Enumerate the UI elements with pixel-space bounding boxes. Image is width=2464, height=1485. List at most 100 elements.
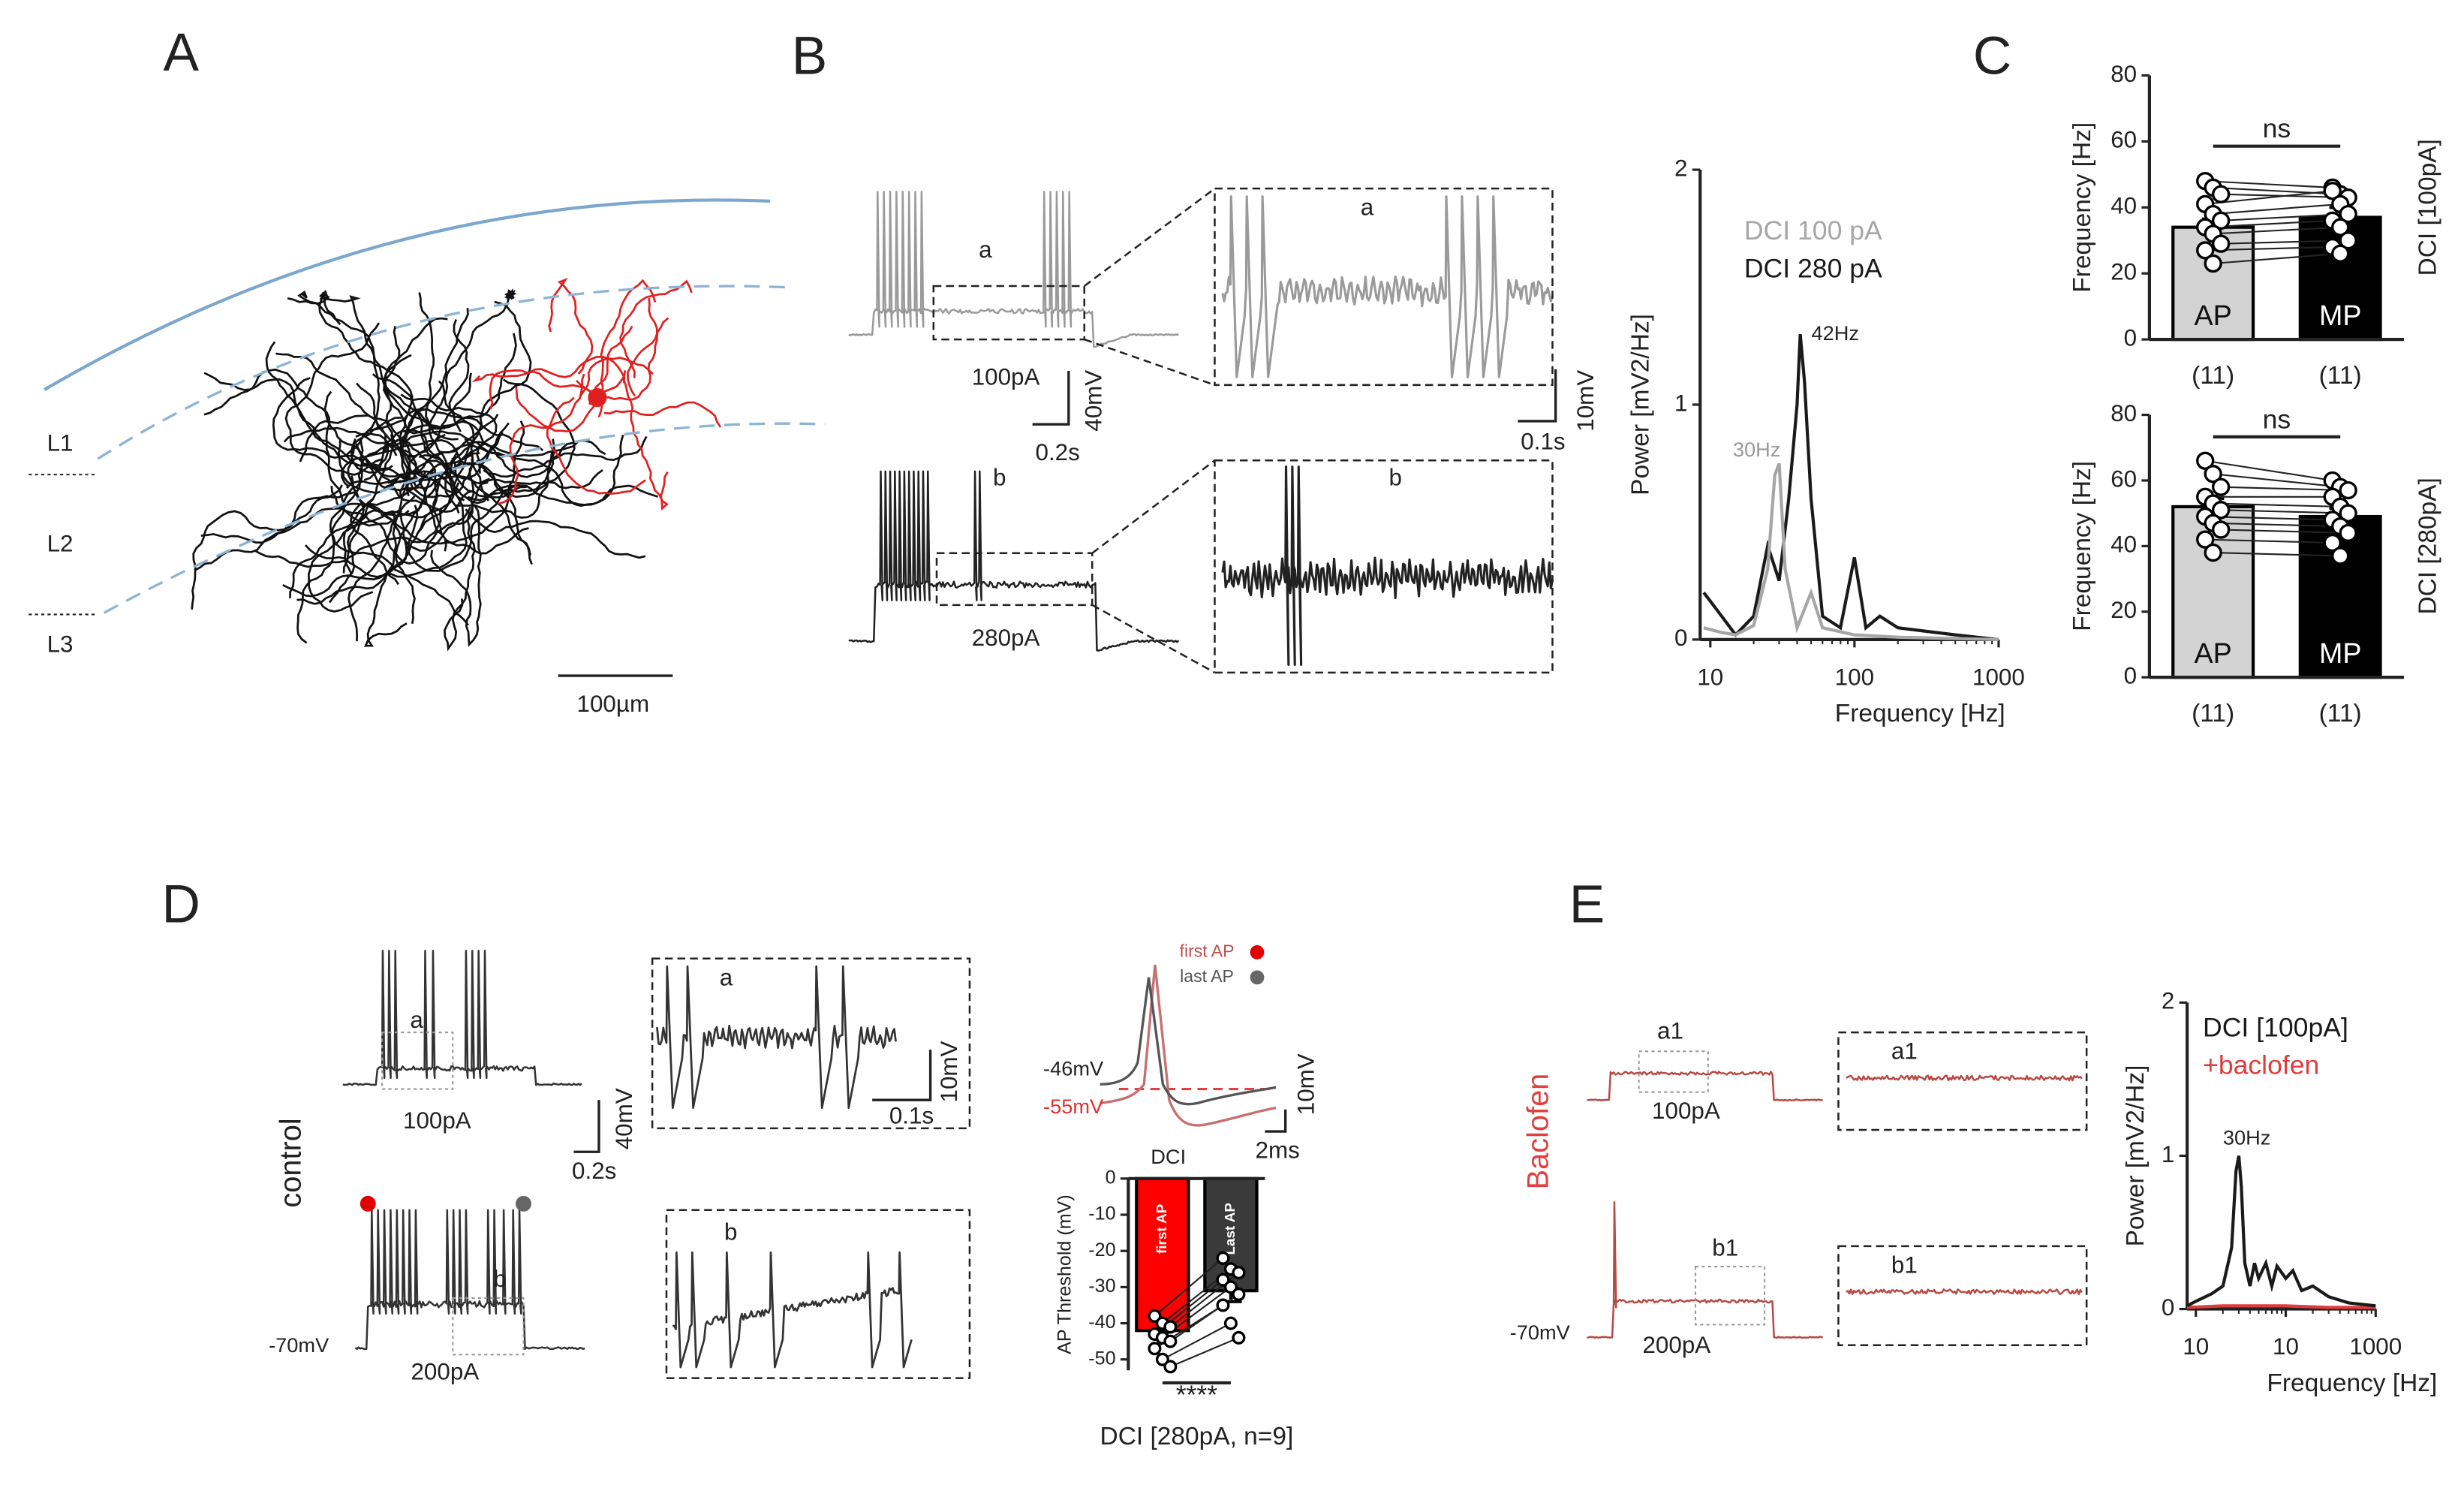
last-ap-trace bbox=[1100, 977, 1277, 1106]
neurite bbox=[465, 508, 646, 559]
layer-label: L2 bbox=[47, 531, 74, 557]
voltage-trace bbox=[1221, 195, 1554, 378]
side-label: DCI [280pA] bbox=[2414, 477, 2441, 614]
pair-line bbox=[2213, 473, 2341, 488]
zoom-line bbox=[1091, 604, 1216, 673]
layer-border bbox=[97, 285, 794, 460]
data-point bbox=[2211, 185, 2231, 203]
level-label: -55mV bbox=[1043, 1095, 1104, 1118]
current-label: 100pA bbox=[972, 364, 1040, 390]
neurite bbox=[341, 432, 504, 488]
y-tick-label: 1 bbox=[1674, 390, 1687, 416]
neurite bbox=[405, 459, 529, 555]
category-label: AP bbox=[2195, 300, 2232, 331]
neurite bbox=[383, 416, 544, 453]
data-point bbox=[2196, 451, 2215, 470]
neurite bbox=[365, 504, 472, 553]
voltage-trace bbox=[1587, 1200, 1824, 1339]
pair-line bbox=[1169, 1336, 1239, 1368]
zoom-box bbox=[381, 1032, 454, 1090]
neurite bbox=[330, 451, 475, 565]
legend-label: DCI 100 pA bbox=[1744, 215, 1882, 245]
inset-label: a bbox=[720, 964, 733, 990]
panel-label: B bbox=[792, 26, 827, 86]
panel-label: A bbox=[163, 23, 199, 83]
y-axis-label: Power [mV2/Hz] bbox=[2122, 1065, 2150, 1247]
trace-label: a1 bbox=[1657, 1017, 1683, 1044]
y-tick-label: -10 bbox=[1088, 1203, 1115, 1224]
panel-label: E bbox=[1569, 875, 1605, 935]
neurite bbox=[621, 378, 669, 511]
pair-line bbox=[1162, 1322, 1232, 1360]
data-point bbox=[2331, 244, 2350, 263]
pair-line bbox=[2205, 190, 2333, 205]
neurite bbox=[471, 355, 626, 384]
neurite bbox=[483, 435, 648, 478]
data-point bbox=[1216, 1251, 1230, 1265]
trace-label: b bbox=[493, 1266, 506, 1292]
inset-label: b bbox=[724, 1218, 737, 1245]
y-tick-label: -20 bbox=[1088, 1240, 1115, 1261]
scale-bar bbox=[573, 1100, 600, 1153]
voltage-trace bbox=[1587, 1071, 1823, 1102]
category-label: AP bbox=[2195, 637, 2232, 669]
data-point bbox=[2196, 241, 2215, 260]
panel-label: D bbox=[162, 875, 200, 935]
inset-box bbox=[1837, 1245, 2088, 1346]
neurite bbox=[304, 442, 487, 578]
current-label: 280pA bbox=[972, 625, 1040, 651]
x-tick-label: 1000 bbox=[2349, 1333, 2402, 1360]
data-point bbox=[2339, 504, 2357, 523]
data-point bbox=[2211, 501, 2231, 520]
category-label: Last AP bbox=[1222, 1203, 1238, 1255]
neurite bbox=[408, 429, 460, 514]
scale-bar bbox=[1032, 370, 1070, 426]
neurite bbox=[619, 279, 693, 378]
neurite bbox=[480, 468, 603, 489]
neurite bbox=[462, 378, 576, 499]
voltage-trace bbox=[1846, 1288, 2083, 1295]
y-tick-label: 80 bbox=[2110, 400, 2137, 426]
y-tick-label: -40 bbox=[1088, 1312, 1115, 1333]
condition-label: control bbox=[274, 1118, 307, 1207]
y-tick-label: 0 bbox=[1674, 625, 1687, 651]
pia-line bbox=[44, 198, 771, 391]
inset-box bbox=[1214, 459, 1554, 674]
neurite bbox=[350, 471, 456, 519]
y-axis-label: Frequency [Hz] bbox=[2068, 461, 2096, 631]
y-tick-label: 60 bbox=[2110, 465, 2137, 492]
inset-box bbox=[1214, 187, 1554, 387]
pair-line bbox=[2213, 186, 2341, 195]
neurite bbox=[265, 341, 381, 468]
scale-bar bbox=[1265, 1109, 1287, 1133]
annotation: 30Hz bbox=[1733, 438, 1781, 461]
y-tick-label: 0 bbox=[1106, 1167, 1116, 1188]
neurite bbox=[282, 482, 468, 598]
x-tick-label: 10 bbox=[1697, 664, 1723, 691]
data-point bbox=[1155, 1352, 1169, 1366]
voltage-trace bbox=[672, 1251, 913, 1369]
data-point bbox=[1216, 1298, 1230, 1312]
inset-label: a1 bbox=[1891, 1038, 1918, 1065]
y-axis-label: AP Threshold (mV) bbox=[1054, 1194, 1075, 1354]
significance-label: **** bbox=[1176, 1380, 1218, 1410]
neurite bbox=[283, 426, 398, 456]
side-label: DCI [100pA] bbox=[2414, 139, 2441, 276]
neurite bbox=[203, 368, 344, 502]
zoom-box bbox=[935, 552, 1094, 607]
data-point bbox=[1232, 1288, 1246, 1302]
neurite bbox=[407, 483, 525, 572]
inset-box bbox=[1837, 1031, 2088, 1131]
spectrum-line bbox=[1702, 334, 1999, 641]
zoom-box bbox=[932, 285, 1086, 341]
neurite bbox=[597, 279, 657, 418]
pair-line bbox=[1154, 1258, 1224, 1317]
pair-line bbox=[2205, 459, 2333, 482]
y-tick-label: 40 bbox=[2110, 532, 2137, 558]
panel-label: C bbox=[1973, 26, 2011, 86]
voltage-trace bbox=[354, 1209, 585, 1351]
voltage-trace bbox=[1221, 465, 1554, 666]
neurite bbox=[498, 373, 585, 505]
data-point bbox=[2339, 204, 2357, 224]
